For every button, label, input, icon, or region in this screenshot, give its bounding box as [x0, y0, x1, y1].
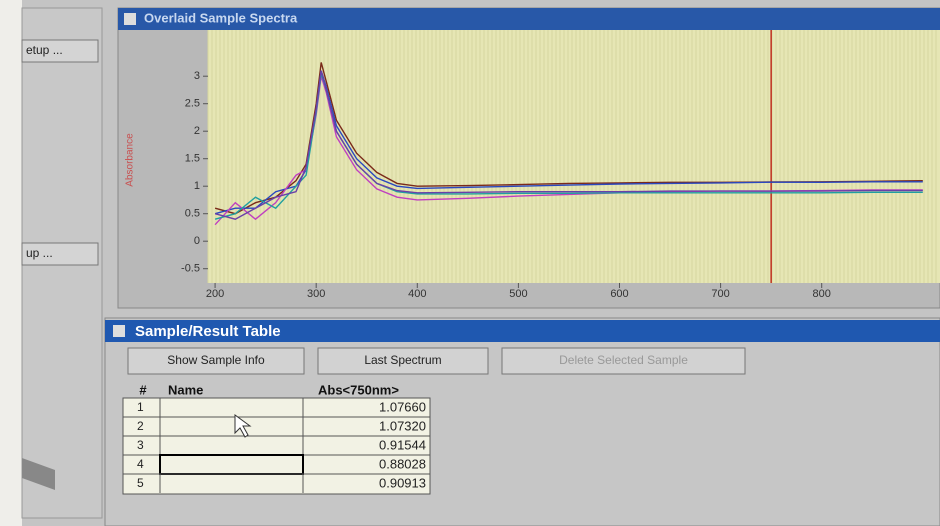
x-tick-label: 300	[307, 288, 325, 300]
x-tick-label: 700	[711, 288, 729, 300]
row-number: 3	[137, 438, 144, 452]
abs-value: 1.07660	[379, 399, 426, 414]
plot-area	[208, 30, 940, 283]
column-header: Abs<750nm>	[318, 382, 399, 397]
row-number: 4	[137, 457, 144, 471]
window-icon	[113, 325, 125, 337]
x-tick-label: 600	[610, 288, 628, 300]
window-icon	[124, 13, 136, 25]
row-number: 5	[137, 476, 144, 490]
page: etup ... up ... Overlaid Sample Spectra …	[0, 0, 940, 526]
window-title: Sample/Result Table	[135, 323, 281, 340]
abs-value: 0.88028	[379, 456, 426, 471]
button-label: etup ...	[26, 43, 63, 57]
button-label: Last Spectrum	[364, 353, 441, 367]
y-tick-label: 2.5	[185, 98, 200, 110]
button-label: Delete Selected Sample	[559, 353, 688, 367]
x-tick-label: 200	[206, 288, 224, 300]
y-tick-label: 1.5	[185, 153, 200, 165]
row-number: 2	[137, 419, 144, 433]
x-tick-label: 500	[509, 288, 527, 300]
button-label: Show Sample Info	[167, 353, 265, 367]
row-number: 1	[137, 400, 144, 414]
y-tick-label: 0.5	[185, 208, 200, 220]
window-title: Overlaid Sample Spectra	[144, 10, 298, 25]
y-axis-label: Absorbance	[125, 133, 136, 187]
y-tick-label: 3	[194, 70, 200, 82]
y-tick-label: -0.5	[181, 263, 200, 275]
abs-value: 1.07320	[379, 418, 426, 433]
y-tick-label: 2	[194, 125, 200, 137]
x-tick-label: 800	[813, 288, 831, 300]
button-label: up ...	[26, 246, 53, 260]
abs-value: 0.90913	[379, 475, 426, 490]
abs-value: 0.91544	[379, 437, 426, 452]
x-tick-label: 400	[408, 288, 426, 300]
column-header: #	[139, 382, 147, 397]
y-tick-label: 1	[194, 180, 200, 192]
y-tick-label: 0	[194, 235, 200, 247]
column-header: Name	[168, 382, 203, 397]
screen: etup ... up ... Overlaid Sample Spectra …	[0, 0, 940, 526]
